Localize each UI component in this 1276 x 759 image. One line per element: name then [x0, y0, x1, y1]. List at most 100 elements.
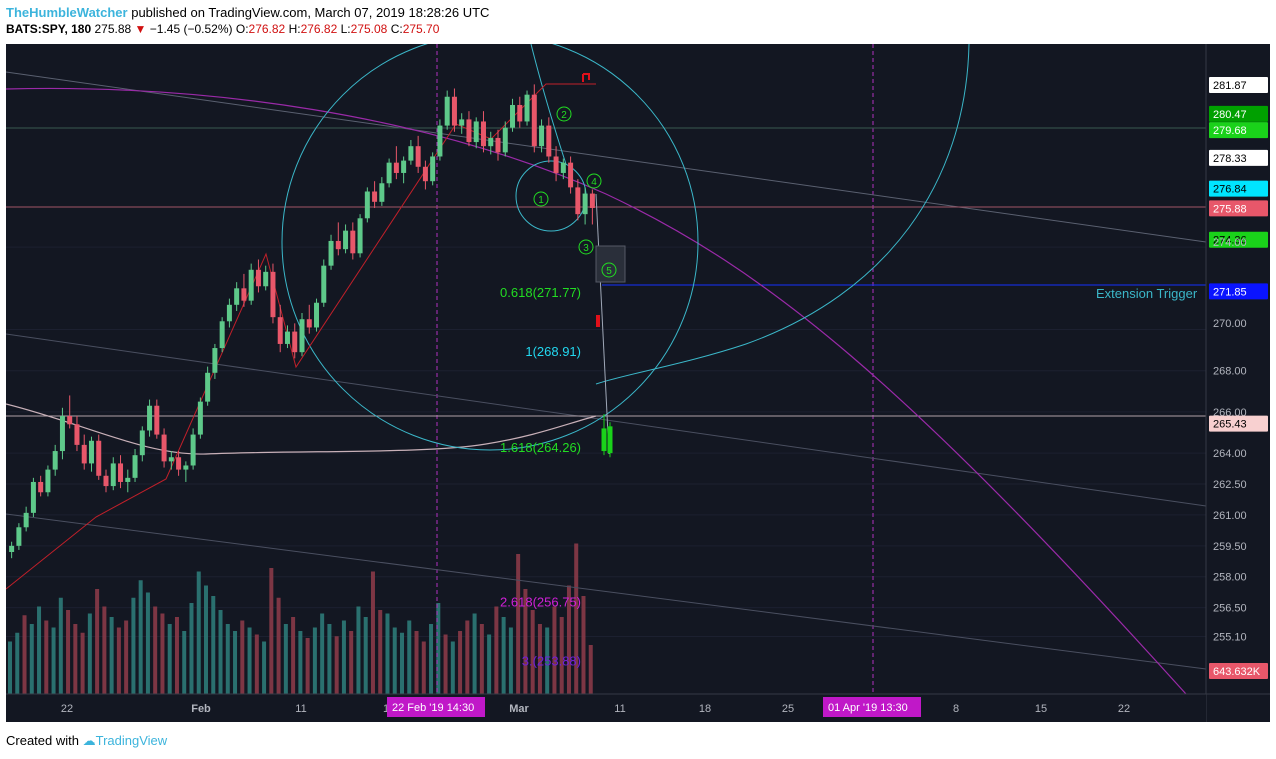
price-tick: 268.00	[1213, 366, 1247, 378]
time-tick: 11	[614, 703, 625, 715]
volume-bar	[109, 617, 114, 694]
chart-area[interactable]: 1 2 3 4 5 0.618(271.77) 1(268.91) 1.618(264.26…	[5, 33, 1270, 722]
price-tag: 276.84	[1209, 180, 1268, 197]
volume-bar	[153, 606, 158, 694]
candle	[415, 135, 421, 173]
volume-bar	[225, 624, 230, 694]
tradingview-logo-icon[interactable]: ☁	[82, 733, 96, 748]
volume-bar	[262, 641, 267, 694]
close-value: 275.70	[402, 22, 440, 36]
svg-text:259.50: 259.50	[1213, 541, 1247, 553]
svg-text:271.85: 271.85	[1213, 286, 1247, 298]
candle	[451, 88, 457, 132]
candle	[176, 451, 182, 476]
svg-text:274.36: 274.36	[1213, 235, 1247, 247]
volume-bar	[233, 631, 238, 694]
volume-bar	[414, 631, 419, 694]
volume-bar	[465, 620, 470, 694]
candle	[292, 323, 298, 359]
volume-bar	[44, 620, 49, 694]
svg-text:2: 2	[561, 110, 567, 121]
volume-bar	[196, 571, 201, 694]
volume-bar	[334, 636, 339, 694]
candle	[306, 304, 312, 334]
volume-bar	[247, 627, 252, 694]
candle	[350, 222, 356, 260]
ma-200	[5, 403, 597, 455]
price-chart[interactable]: 1 2 3 4 5 0.618(271.77) 1(268.91) 1.618(264.26…	[5, 33, 1270, 722]
volume-bar	[421, 641, 426, 694]
candle	[589, 189, 595, 225]
time-highlight: 01 Apr '19 13:30	[823, 697, 921, 717]
candle	[154, 399, 160, 439]
candle	[437, 119, 443, 161]
wave-label: 2	[556, 106, 572, 122]
volume-bars	[8, 543, 593, 694]
volume-bar	[116, 627, 121, 694]
price-tick: 274.00	[1213, 237, 1247, 249]
trend-line	[5, 513, 1207, 670]
volume-bar	[516, 554, 521, 694]
svg-text:275.88: 275.88	[1213, 203, 1247, 215]
candle	[270, 263, 276, 324]
volume-bar	[37, 606, 42, 694]
volume-bar	[174, 617, 179, 694]
candle	[575, 179, 581, 221]
open-label: O:	[235, 22, 249, 36]
wave-labels: 1 2 3 4 5	[533, 106, 617, 278]
fib-level-label: 1(268.91)	[525, 344, 581, 359]
time-tick: 22	[1118, 703, 1130, 715]
volume-bar	[487, 634, 492, 694]
volume-bar	[131, 597, 136, 694]
tradingview-link[interactable]: TradingView	[95, 733, 168, 748]
volume-bar	[305, 638, 310, 694]
candle	[539, 119, 545, 153]
candle	[183, 461, 189, 482]
candle	[335, 222, 341, 256]
svg-text:3: 3	[583, 243, 589, 254]
volume-bar	[385, 613, 390, 694]
candle	[546, 117, 552, 163]
volume-bar	[189, 603, 194, 694]
candle	[67, 395, 73, 429]
candle	[553, 146, 559, 182]
candle	[96, 434, 102, 480]
volume-bar	[588, 645, 593, 694]
time-tick: Mar	[509, 703, 529, 715]
svg-text:258.00: 258.00	[1213, 572, 1247, 584]
candle	[255, 259, 261, 293]
target-box	[595, 245, 626, 283]
volume-bar	[95, 589, 100, 694]
price-tag: 274.36	[1209, 231, 1268, 248]
price-axis[interactable]	[1206, 44, 1270, 722]
candle	[16, 523, 22, 550]
volume-bar	[341, 620, 346, 694]
volume-bar	[211, 596, 216, 694]
volume-bar	[479, 624, 484, 694]
svg-text:262.50: 262.50	[1213, 479, 1247, 491]
volume-bar	[458, 631, 463, 694]
volume-bar	[530, 610, 535, 694]
time-axis[interactable]	[6, 694, 1206, 722]
candle	[263, 265, 269, 291]
price-tick: 261.00	[1213, 510, 1247, 522]
last-price: 275.88	[94, 22, 132, 36]
candle	[110, 457, 116, 491]
time-tick: 15	[1035, 703, 1047, 715]
drawings	[5, 33, 1207, 695]
volume-bar	[327, 624, 332, 694]
open-value: 276.82	[248, 22, 286, 36]
volume-bar	[160, 613, 165, 694]
candle	[226, 298, 232, 328]
price-tick: 258.00	[1213, 572, 1247, 584]
svg-text:256.50: 256.50	[1213, 603, 1247, 615]
candle	[212, 343, 218, 379]
candle	[343, 224, 349, 254]
svg-text:261.00: 261.00	[1213, 510, 1247, 522]
author-link[interactable]: TheHumbleWatcher	[6, 5, 128, 20]
price-tag: 265.43	[1209, 415, 1268, 432]
svg-text:268.00: 268.00	[1213, 366, 1247, 378]
volume-bar	[66, 610, 71, 694]
candle	[139, 426, 145, 462]
candle	[408, 140, 414, 165]
